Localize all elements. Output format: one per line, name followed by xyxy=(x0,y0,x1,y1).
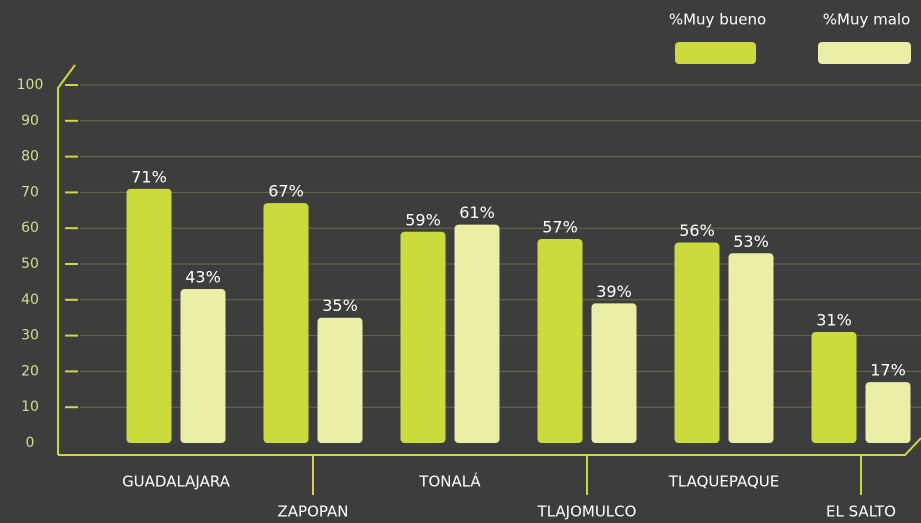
bar xyxy=(180,289,226,443)
y-axis xyxy=(57,64,76,455)
y-tick-label: 10 xyxy=(21,399,39,415)
y-tick-label: 60 xyxy=(21,220,39,236)
y-tick-label: 50 xyxy=(21,256,39,272)
legend-label: %Muy bueno xyxy=(669,11,766,29)
y-tick-label: 90 xyxy=(21,113,39,129)
value-label: 57% xyxy=(542,217,578,236)
bar xyxy=(728,253,774,443)
value-label: 17% xyxy=(870,361,906,380)
y-tick-label: 20 xyxy=(21,363,39,379)
y-tick-label: 70 xyxy=(21,184,39,200)
bar xyxy=(591,303,637,443)
legend-swatch xyxy=(818,42,911,64)
x-tick-label: TLAQUEPAQUE xyxy=(668,473,779,491)
value-label: 59% xyxy=(405,210,441,229)
value-label: 43% xyxy=(185,268,221,287)
x-tick-label: GUADALAJARA xyxy=(122,473,231,491)
value-label: 56% xyxy=(679,221,715,240)
legend-swatch xyxy=(675,42,756,64)
bar xyxy=(811,332,857,443)
bar xyxy=(674,242,720,443)
y-tick-label: 0 xyxy=(26,435,35,451)
value-label: 39% xyxy=(596,282,632,301)
bar xyxy=(126,188,172,443)
y-tick-label: 100 xyxy=(17,77,44,93)
value-label: 53% xyxy=(733,232,769,251)
bar xyxy=(865,382,911,443)
x-tick-label: TONALÁ xyxy=(418,472,481,491)
value-label: 35% xyxy=(322,296,358,315)
x-axis xyxy=(58,437,921,456)
value-label: 61% xyxy=(459,203,495,222)
y-tick-label: 40 xyxy=(21,292,39,308)
value-label: 31% xyxy=(816,311,852,330)
value-label: 71% xyxy=(131,167,167,186)
bar xyxy=(400,231,446,443)
bar xyxy=(317,317,363,443)
x-tick-label: ZAPOPAN xyxy=(278,503,349,521)
x-tick-label: EL SALTO xyxy=(826,503,896,521)
bar xyxy=(537,238,583,443)
x-tick-label: TLAJOMULCO xyxy=(537,503,637,521)
y-tick-label: 30 xyxy=(21,328,39,344)
value-label: 67% xyxy=(268,182,304,201)
y-tick-label: 80 xyxy=(21,149,39,165)
legend-label: %Muy malo xyxy=(823,11,911,29)
bar xyxy=(263,203,309,443)
bar xyxy=(454,224,500,443)
